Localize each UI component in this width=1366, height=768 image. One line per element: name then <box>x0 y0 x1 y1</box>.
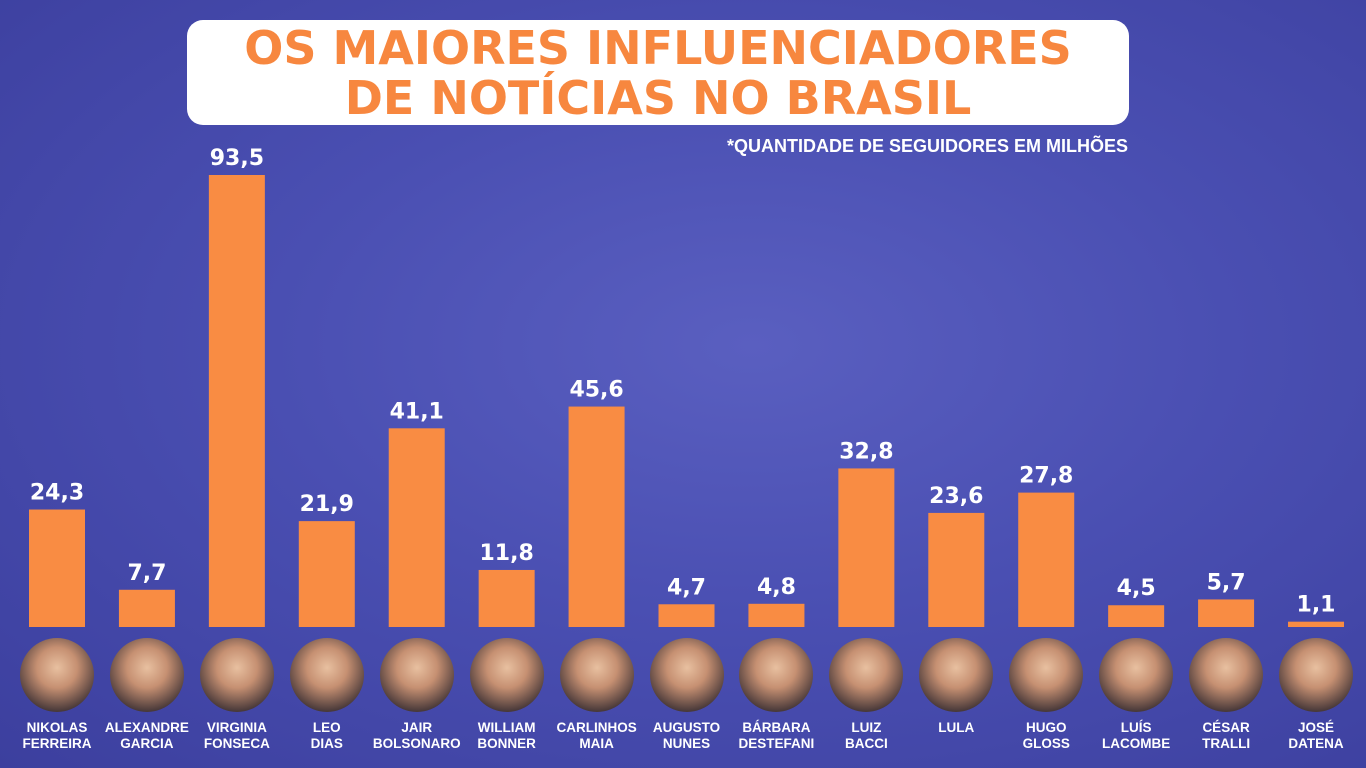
bar-6 <box>568 406 625 627</box>
title-line-2: DE NOTÍCIAS NO BRASIL <box>344 70 972 125</box>
category-label-5: WILLIAM BONNER <box>477 720 536 751</box>
category-label-6: CARLINHOS MAIA <box>556 720 637 751</box>
avatar-10 <box>919 638 994 712</box>
category-label-7: AUGUSTO NUNES <box>652 720 721 751</box>
title-banner: OS MAIORES INFLUENCIADORES DE NOTÍCIAS N… <box>187 20 1129 125</box>
value-label-8: 4,8 <box>757 575 796 600</box>
title-line-1: OS MAIORES INFLUENCIADORES <box>244 20 1072 75</box>
bar-4 <box>388 428 445 627</box>
value-label-4: 41,1 <box>390 399 444 424</box>
bar-2 <box>208 175 265 627</box>
category-label-8: BÁRBARA DESTEFANI <box>738 720 815 751</box>
category-label-1: ALEXANDRE GARCIA <box>104 720 189 751</box>
avatar-11 <box>1009 638 1084 712</box>
bar-3 <box>298 521 355 627</box>
category-label-12: LUÍS LACOMBE <box>1102 720 1171 751</box>
subtitle: *QUANTIDADE DE SEGUIDORES EM MILHÕES <box>726 136 1128 156</box>
avatar-7 <box>649 638 724 712</box>
value-label-1: 7,7 <box>127 561 166 586</box>
bar-10 <box>928 512 985 627</box>
value-label-13: 5,7 <box>1207 570 1246 595</box>
value-label-14: 1,1 <box>1297 593 1336 618</box>
category-label-4: JAIR BOLSONARO <box>372 720 461 751</box>
avatar-3 <box>289 638 364 712</box>
bar-8 <box>748 603 805 627</box>
avatar-0 <box>20 638 94 712</box>
avatar-1 <box>109 638 184 712</box>
bar-0 <box>29 509 85 627</box>
category-label-9: LUIZ BACCI <box>844 720 888 751</box>
category-label-3: LEO DIAS <box>310 720 343 751</box>
avatar-12 <box>1099 638 1174 712</box>
bar-9 <box>838 468 895 627</box>
value-label-0: 24,3 <box>30 481 84 506</box>
avatar-9 <box>829 638 904 712</box>
value-label-11: 27,8 <box>1019 464 1073 489</box>
value-label-3: 21,9 <box>300 492 354 517</box>
bar-14 <box>1288 621 1345 627</box>
category-label-13: CÉSAR TRALLI <box>1202 720 1251 751</box>
avatar-6 <box>559 638 634 712</box>
avatar-13 <box>1189 638 1264 712</box>
bar-11 <box>1018 492 1075 627</box>
value-label-5: 11,8 <box>480 541 534 566</box>
value-label-7: 4,7 <box>667 575 706 600</box>
value-label-9: 32,8 <box>839 439 893 464</box>
bar-1 <box>118 589 175 627</box>
bar-12 <box>1108 605 1165 627</box>
name-labels: NIKOLAS FERREIRA ALEXANDRE GARCIA VIRGINIA FO… <box>0 720 1366 760</box>
avatar-5 <box>469 638 544 712</box>
bar-13 <box>1198 599 1255 627</box>
category-label-2: VIRGINIA FONSECA <box>203 720 270 751</box>
bar-7 <box>658 604 715 627</box>
value-label-10: 23,6 <box>929 484 983 509</box>
value-label-12: 4,5 <box>1117 576 1156 601</box>
category-label-11: HUGO GLOSS <box>1022 720 1070 751</box>
category-label-0: NIKOLAS FERREIRA <box>22 720 92 751</box>
value-label-6: 45,6 <box>569 378 623 403</box>
category-label-10: LULA <box>938 720 975 735</box>
bar-5 <box>478 569 535 627</box>
value-label-2: 93,5 <box>210 146 264 171</box>
avatar-4 <box>379 638 454 712</box>
avatar-14 <box>1279 638 1354 712</box>
avatar-8 <box>739 638 814 712</box>
avatar-2 <box>199 638 274 712</box>
category-label-14: JOSÉ DATENA <box>1288 720 1344 751</box>
